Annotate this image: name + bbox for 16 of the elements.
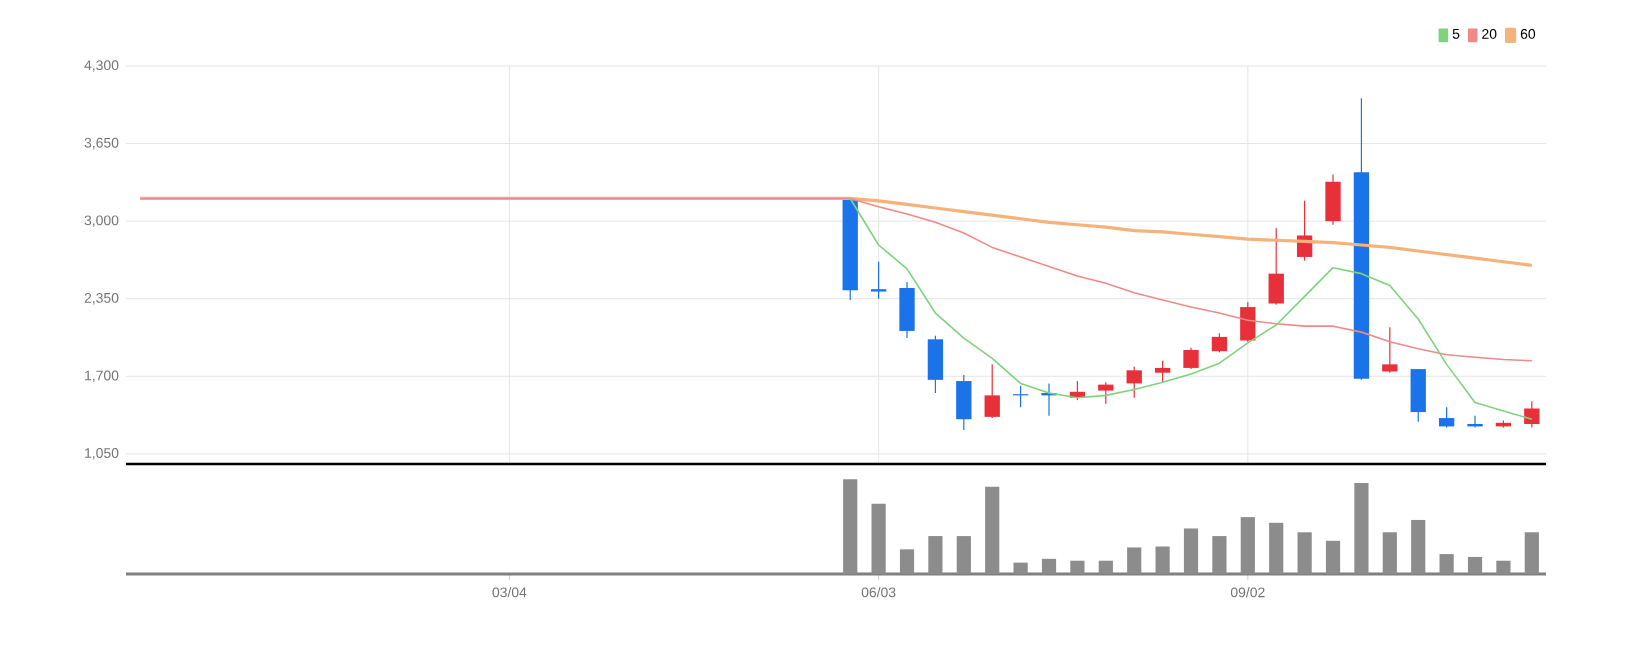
candlestick xyxy=(1410,368,1426,423)
candlestick xyxy=(1325,173,1341,226)
candlestick xyxy=(1240,301,1256,343)
candlestick xyxy=(1268,227,1284,306)
candlestick xyxy=(956,374,972,431)
candlestick xyxy=(1382,326,1398,374)
candlestick xyxy=(870,261,887,300)
candlestick xyxy=(899,281,915,339)
candlestick xyxy=(1126,366,1142,399)
candlestick xyxy=(1211,332,1228,354)
candlestick xyxy=(1438,406,1455,429)
candlestick xyxy=(1154,360,1171,383)
candlestick xyxy=(927,335,944,394)
candlestick xyxy=(1183,347,1199,370)
candlestick xyxy=(1098,381,1114,405)
candlestick xyxy=(984,363,1000,419)
